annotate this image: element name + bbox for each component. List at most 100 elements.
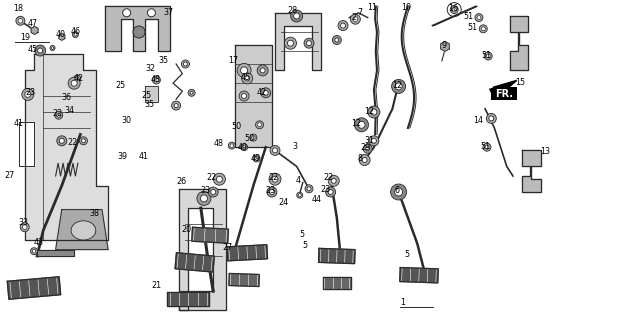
Polygon shape bbox=[235, 45, 272, 147]
Circle shape bbox=[51, 47, 54, 49]
Circle shape bbox=[55, 111, 62, 119]
Circle shape bbox=[252, 136, 255, 139]
Circle shape bbox=[335, 38, 339, 42]
Text: 4: 4 bbox=[295, 176, 300, 185]
Text: 50: 50 bbox=[244, 134, 254, 143]
Circle shape bbox=[326, 187, 336, 197]
Circle shape bbox=[245, 76, 250, 81]
Circle shape bbox=[304, 38, 314, 48]
Text: 13: 13 bbox=[540, 147, 550, 156]
Text: 25: 25 bbox=[116, 81, 125, 90]
Circle shape bbox=[489, 116, 494, 121]
Text: 45: 45 bbox=[241, 73, 251, 82]
Polygon shape bbox=[522, 150, 541, 192]
Polygon shape bbox=[167, 292, 210, 306]
Circle shape bbox=[253, 155, 260, 162]
Text: 43: 43 bbox=[34, 238, 44, 247]
Polygon shape bbox=[400, 268, 438, 283]
Circle shape bbox=[486, 113, 496, 124]
Circle shape bbox=[200, 195, 208, 202]
Text: 16: 16 bbox=[448, 4, 458, 13]
Polygon shape bbox=[275, 13, 321, 70]
Text: 30: 30 bbox=[122, 116, 132, 125]
Text: 14: 14 bbox=[473, 116, 483, 125]
Text: 50: 50 bbox=[232, 122, 242, 131]
Polygon shape bbox=[510, 16, 528, 70]
Polygon shape bbox=[323, 277, 351, 289]
Circle shape bbox=[32, 250, 36, 253]
Circle shape bbox=[216, 176, 222, 182]
Circle shape bbox=[475, 14, 483, 22]
Circle shape bbox=[290, 10, 303, 22]
Circle shape bbox=[240, 67, 248, 74]
Text: 45: 45 bbox=[28, 45, 38, 54]
Circle shape bbox=[182, 60, 189, 68]
Circle shape bbox=[228, 142, 235, 149]
Circle shape bbox=[369, 136, 379, 146]
Circle shape bbox=[242, 146, 246, 149]
Circle shape bbox=[452, 8, 456, 12]
Circle shape bbox=[30, 248, 38, 255]
Circle shape bbox=[483, 143, 491, 151]
Text: 51: 51 bbox=[480, 142, 490, 151]
Circle shape bbox=[477, 16, 481, 20]
Polygon shape bbox=[105, 6, 170, 51]
Text: 49: 49 bbox=[250, 154, 260, 163]
Circle shape bbox=[123, 9, 130, 17]
Text: 2: 2 bbox=[352, 13, 357, 22]
Text: 35: 35 bbox=[159, 56, 169, 65]
Circle shape bbox=[395, 83, 402, 90]
Text: 6: 6 bbox=[394, 186, 399, 195]
Text: 34: 34 bbox=[65, 106, 75, 115]
Text: 5: 5 bbox=[299, 230, 304, 239]
Circle shape bbox=[485, 145, 489, 149]
Circle shape bbox=[355, 118, 368, 132]
Circle shape bbox=[22, 88, 34, 100]
Polygon shape bbox=[493, 80, 517, 87]
Text: FR.: FR. bbox=[493, 90, 509, 99]
Text: 32: 32 bbox=[145, 64, 155, 73]
Text: 51: 51 bbox=[481, 51, 491, 60]
Circle shape bbox=[68, 77, 80, 89]
Text: 42: 42 bbox=[74, 74, 84, 83]
Circle shape bbox=[133, 26, 145, 38]
Text: 40: 40 bbox=[56, 30, 66, 39]
Circle shape bbox=[188, 89, 195, 96]
Text: 39: 39 bbox=[117, 152, 127, 161]
Text: 22: 22 bbox=[206, 173, 216, 182]
Text: 24: 24 bbox=[278, 198, 288, 207]
Circle shape bbox=[328, 189, 333, 195]
Circle shape bbox=[208, 187, 218, 197]
Polygon shape bbox=[318, 248, 355, 264]
Circle shape bbox=[60, 35, 64, 38]
Text: 44: 44 bbox=[312, 195, 322, 204]
Text: 20: 20 bbox=[182, 225, 192, 234]
Circle shape bbox=[442, 44, 447, 49]
Circle shape bbox=[22, 225, 27, 229]
FancyBboxPatch shape bbox=[493, 87, 517, 100]
Circle shape bbox=[358, 121, 365, 128]
Circle shape bbox=[255, 157, 258, 160]
Text: 48: 48 bbox=[213, 139, 223, 148]
Text: 51: 51 bbox=[468, 23, 478, 32]
Text: 25: 25 bbox=[142, 91, 151, 100]
Text: 1: 1 bbox=[400, 298, 405, 307]
Circle shape bbox=[371, 109, 377, 115]
Circle shape bbox=[250, 134, 257, 141]
Circle shape bbox=[338, 20, 348, 31]
Circle shape bbox=[71, 80, 77, 86]
Text: 41: 41 bbox=[14, 119, 23, 128]
Circle shape bbox=[211, 189, 216, 195]
Circle shape bbox=[331, 178, 336, 183]
Circle shape bbox=[197, 191, 211, 205]
Text: 15: 15 bbox=[515, 78, 525, 87]
Circle shape bbox=[362, 157, 367, 163]
Circle shape bbox=[240, 144, 248, 151]
Circle shape bbox=[284, 37, 297, 49]
Circle shape bbox=[74, 33, 77, 36]
Circle shape bbox=[270, 145, 280, 156]
Text: 27: 27 bbox=[4, 171, 14, 180]
Circle shape bbox=[307, 187, 311, 191]
Text: 27: 27 bbox=[222, 243, 232, 252]
Circle shape bbox=[75, 77, 79, 80]
